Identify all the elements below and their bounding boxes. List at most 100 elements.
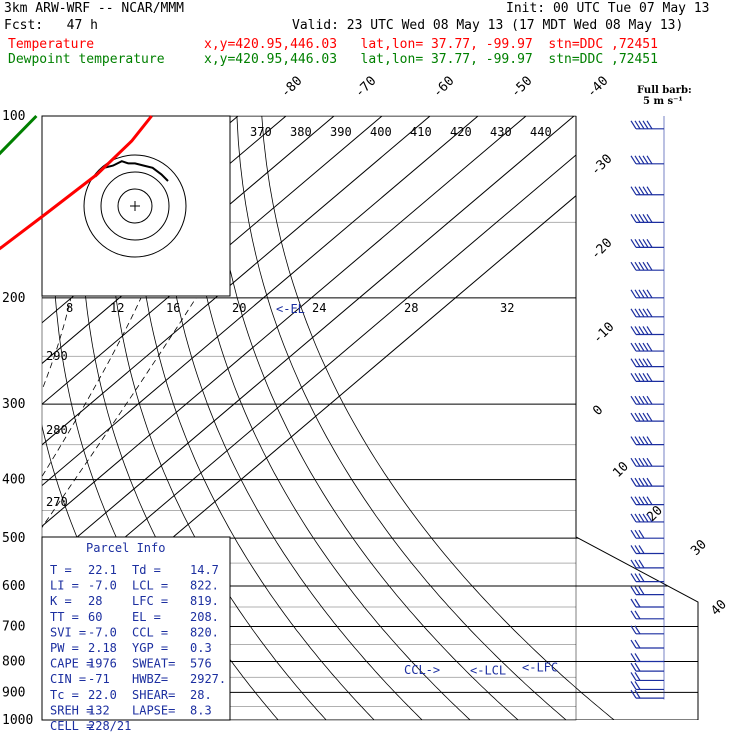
isobar-label: 400 xyxy=(2,473,25,488)
theta-label: 410 xyxy=(410,125,432,139)
parcel-row-label: K = xyxy=(50,594,72,608)
wind-barb-flag xyxy=(642,342,649,352)
wind-barb-flag xyxy=(634,496,641,505)
wind-barb-flag xyxy=(630,239,637,248)
theta-label: 440 xyxy=(530,125,552,139)
wind-barb-flag xyxy=(642,120,649,130)
temperature-series-location: x,y=420.95,446.03 lat,lon= 37.77, -99.97… xyxy=(204,37,658,52)
theta-label: 430 xyxy=(490,125,512,139)
parcel-row-label: Td = xyxy=(132,563,161,577)
wind-barb-flag xyxy=(638,412,645,422)
parcel-row-value: 28 xyxy=(88,594,102,608)
wind-barb-flag xyxy=(630,545,637,554)
wind-barb-flag xyxy=(646,155,653,165)
wind-barb-flag xyxy=(630,120,637,130)
theta-label: 280 xyxy=(46,423,68,437)
speed-scale-label: 16 xyxy=(166,301,180,315)
wind-barb-flag xyxy=(634,342,641,352)
wind-barb-flag xyxy=(638,120,645,130)
wind-barb xyxy=(630,559,664,569)
wind-barb-flag xyxy=(634,545,641,554)
wind-barb-flag xyxy=(642,308,649,318)
wind-barb-flag xyxy=(638,289,645,299)
wind-barb-flag xyxy=(634,639,641,649)
wind-barb-flag xyxy=(634,120,641,130)
wind-barb-flag xyxy=(630,457,637,467)
parcel-row-label: HWBZ= xyxy=(132,672,168,686)
wind-barb-flag xyxy=(630,639,637,649)
dry-adiabat-line xyxy=(211,116,519,720)
hodograph-ring xyxy=(83,154,187,258)
wind-barb-flag xyxy=(646,214,653,223)
wind-barb-flag xyxy=(630,610,637,620)
parcel-row-label: T = xyxy=(50,563,72,577)
dewpoint-series-name: Dewpoint temperature xyxy=(8,52,165,67)
wind-barb-flag xyxy=(638,239,645,248)
wind-barb-flag xyxy=(630,625,637,635)
wind-barb-flag xyxy=(646,120,653,130)
wind-barb-flag xyxy=(646,239,653,248)
parcel-row-label: SVI = xyxy=(50,625,86,639)
isotherm-label: -70 xyxy=(352,74,379,101)
parcel-row-value: 0.3 xyxy=(190,641,212,655)
wind-barb-flag xyxy=(630,689,637,699)
wind-barb xyxy=(630,653,664,663)
wind-barb xyxy=(630,373,664,382)
model-title: 3km ARW-WRF -- NCAR/MMM xyxy=(4,1,185,16)
isotherm-label: 0 xyxy=(590,403,606,419)
wind-barbs xyxy=(630,116,665,700)
wind-barb xyxy=(630,120,664,130)
wind-barb-flag xyxy=(646,373,653,382)
wind-barb xyxy=(630,214,664,223)
parcel-row-value: 60 xyxy=(88,610,102,624)
wind-barb-flag xyxy=(638,186,645,196)
wind-barb-flag xyxy=(634,529,641,539)
wind-barb-flag xyxy=(634,689,641,699)
wind-barb-flag xyxy=(646,412,653,422)
wind-barb-flag xyxy=(634,586,641,595)
hodograph xyxy=(41,115,231,297)
wind-barb-flag xyxy=(630,672,637,681)
parcel-row-label: LAPSE= xyxy=(132,703,175,717)
barb-key-title: Full barb: xyxy=(637,85,692,96)
wind-barb-flag xyxy=(638,573,645,582)
parcel-row-label: Tc = xyxy=(50,688,79,702)
wind-barb-flag xyxy=(634,672,641,681)
wind-barb-flag xyxy=(638,457,645,467)
isotherm-label: 30 xyxy=(688,537,710,559)
wind-barb-flag xyxy=(634,239,641,248)
wind-barb xyxy=(630,342,664,352)
parcel-row-label: SREH = xyxy=(50,703,93,717)
parcel-row-label: SHEAR= xyxy=(132,688,175,702)
isobar-label: 600 xyxy=(2,579,25,594)
level-marker-lcl: <-LCL xyxy=(470,664,506,678)
wind-barb xyxy=(630,639,664,649)
wind-barb-flag xyxy=(638,373,645,382)
hodograph-trace xyxy=(94,160,169,182)
wind-barb-flag xyxy=(630,436,637,445)
wind-barb-flag xyxy=(638,545,645,554)
isotherm-line xyxy=(42,116,527,720)
wind-barb xyxy=(630,625,664,635)
wind-barb xyxy=(630,457,664,467)
wind-barb-flag xyxy=(642,436,649,445)
dry-adiabat-line xyxy=(236,116,567,720)
wind-barb xyxy=(630,326,664,336)
parcel-row-value: 820. xyxy=(190,625,219,639)
wind-barb-flag xyxy=(642,261,649,271)
wind-barb-flag xyxy=(630,289,637,299)
speed-scale-label: 24 xyxy=(312,301,326,315)
wind-barb-flag xyxy=(630,261,637,271)
wind-barb xyxy=(630,308,664,318)
wind-barb-flag xyxy=(646,326,653,335)
parcel-row-value: -7.0 xyxy=(88,625,117,639)
parcel-row-value: 208. xyxy=(190,610,219,624)
wind-barb xyxy=(630,529,664,539)
dry-adiabat-line xyxy=(261,116,615,720)
wind-barb-flag xyxy=(638,529,645,539)
wind-barb-flag xyxy=(634,373,641,382)
wind-barb-flag xyxy=(634,573,641,582)
parcel-row-label: LI = xyxy=(50,579,79,593)
isotherm-label: -50 xyxy=(508,74,535,101)
